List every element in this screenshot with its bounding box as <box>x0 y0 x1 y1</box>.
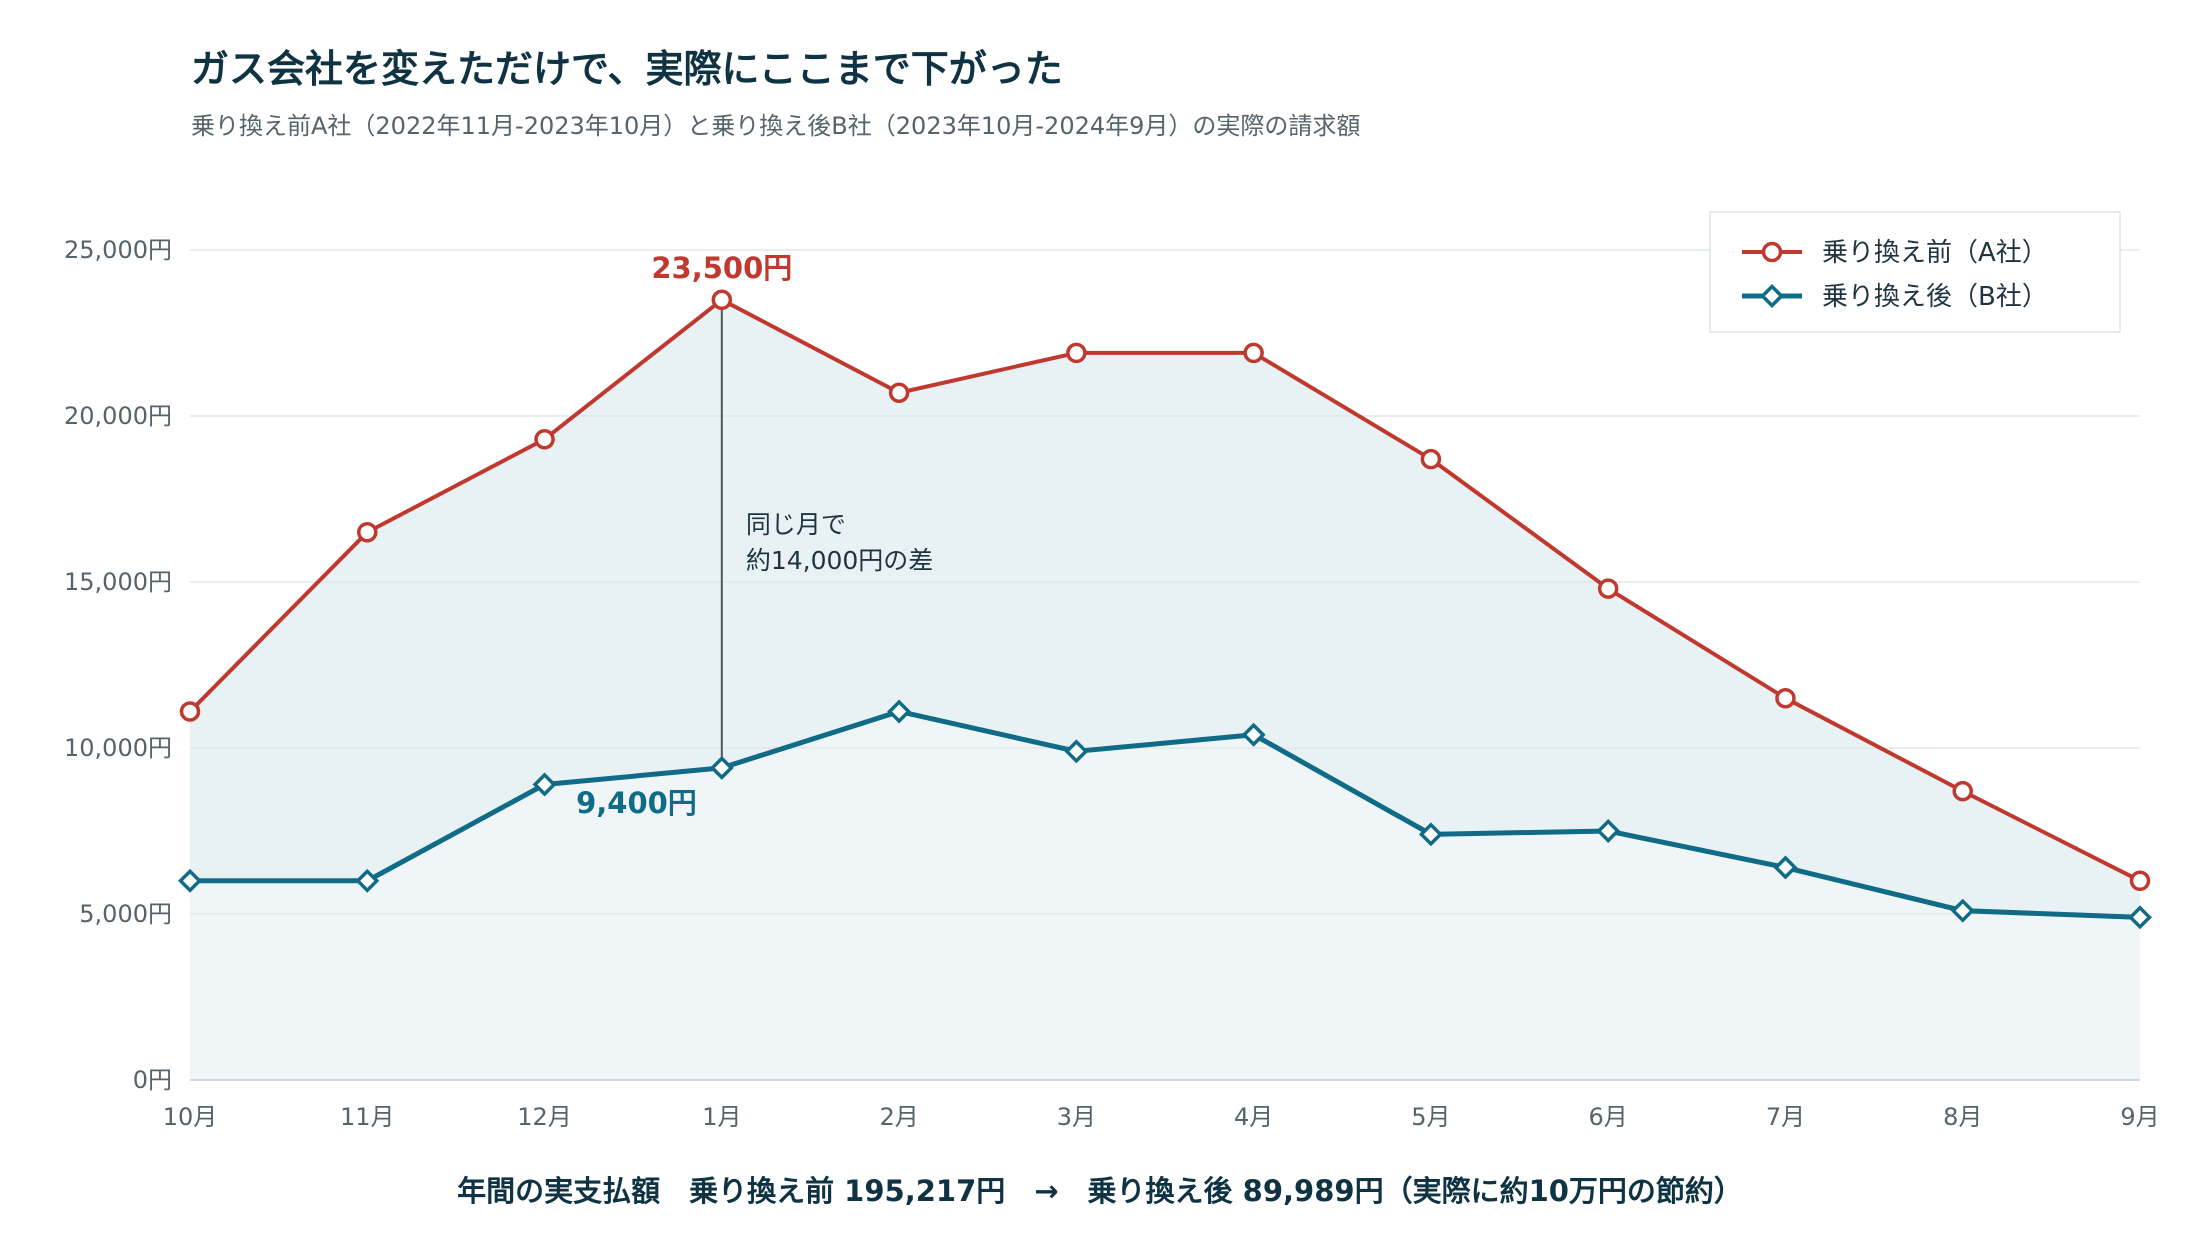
point-after <box>1596 819 1621 843</box>
x-tick-label: 11月 <box>340 1103 395 1131</box>
x-tick-label: 12月 <box>517 1103 572 1131</box>
chart-subtitle: 乗り換え前A社（2022年11月-2023年10月）と乗り換え後B社（2023年… <box>191 112 1361 140</box>
x-tick-label: 6月 <box>1589 1103 1628 1131</box>
point-before <box>179 701 201 722</box>
point-before <box>357 521 378 543</box>
legend-marker-before <box>1761 241 1783 263</box>
x-tick-label: 2月 <box>879 1103 918 1131</box>
legend-label-before: 乗り換え前（A社） <box>1822 238 2048 268</box>
point-before <box>1066 342 1087 364</box>
x-tick-label: 3月 <box>1057 1103 1096 1131</box>
y-tick-label: 0円 <box>133 1066 172 1094</box>
x-tick-label: 1月 <box>702 1103 741 1131</box>
series-line-after <box>190 708 2141 920</box>
point-after <box>1773 855 1798 880</box>
legend-marker-after <box>1760 284 1784 308</box>
y-tick-label: 15,000円 <box>64 568 172 596</box>
point-before <box>534 428 555 450</box>
point-after <box>1418 822 1443 847</box>
point-before <box>1243 342 1264 364</box>
series-line-before <box>188 297 2141 883</box>
point-before <box>888 382 910 404</box>
point-after <box>1064 739 1089 764</box>
x-tick-label: 5月 <box>1411 1103 1450 1131</box>
point-before <box>1597 578 1619 599</box>
point-before <box>711 289 733 311</box>
x-tick-label: 7月 <box>1766 1103 1805 1131</box>
chart-title: ガス会社を変えただけで、実際にここまで下がった <box>191 47 1063 91</box>
y-tick-label: 20,000円 <box>64 402 172 430</box>
point-after <box>1241 722 1266 747</box>
point-after <box>178 868 202 893</box>
area-before <box>190 299 2140 1080</box>
point-after <box>709 755 734 780</box>
point-before <box>1952 780 1973 802</box>
point-after <box>2128 905 2152 930</box>
point-after <box>355 868 380 893</box>
gap-annotation: 同じ月で <box>746 510 846 539</box>
data-label-before: 23,500円 <box>651 251 792 285</box>
point-before <box>1420 448 1442 470</box>
y-tick-label: 10,000円 <box>64 734 172 762</box>
point-before <box>1775 687 1796 709</box>
x-tick-label: 4月 <box>1234 1103 1273 1131</box>
legend-box <box>1709 211 2121 333</box>
point-after <box>532 772 557 797</box>
y-tick-label: 25,000円 <box>64 236 172 264</box>
x-tick-label: 10月 <box>163 1103 218 1131</box>
point-after <box>887 699 912 724</box>
area-after <box>190 711 2140 1080</box>
x-tick-label: 8月 <box>1943 1103 1982 1131</box>
annual-summary: 年間の実支払額 乗り換え前 195,217円 → 乗り換え後 89,989円（実… <box>457 1174 1743 1208</box>
point-before <box>2129 870 2151 892</box>
point-after <box>1950 898 1975 923</box>
legend-label-after: 乗り換え後（B社） <box>1822 282 2048 312</box>
y-tick-label: 5,000円 <box>79 900 172 928</box>
gap-annotation: 約14,000円の差 <box>746 546 933 575</box>
data-label-after: 9,400円 <box>576 786 697 820</box>
x-tick-label: 9月 <box>2120 1103 2159 1131</box>
